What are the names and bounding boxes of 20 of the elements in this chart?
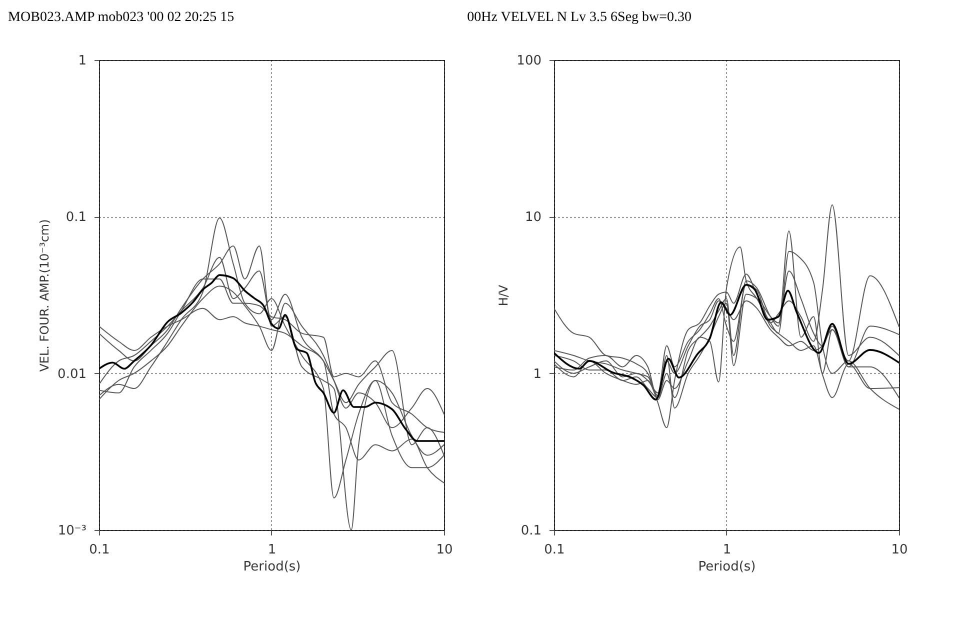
chart-title: MOB023.AMP mob023 '00 02 20:25 15	[8, 10, 234, 25]
y-tick-label: 1	[78, 54, 86, 68]
x-tick-label: 10	[436, 542, 453, 558]
y-tick-label: 100	[516, 54, 542, 68]
y-tick-label: 0.01	[58, 366, 86, 382]
x-axis-title: Period(s)	[243, 560, 301, 574]
x-tick-label: 0.1	[89, 542, 110, 558]
x-tick-label: 1	[268, 542, 276, 558]
y-tick-label: 10	[524, 210, 542, 226]
y-tick-label: 10⁻³	[58, 524, 86, 538]
x-axis-title: Period(s)	[698, 560, 756, 574]
y-axis-title: VEL. FOUR. AMP.(10⁻³cm)	[38, 219, 52, 372]
chart-title: 00Hz VELVEL N Lv 3.5 6Seg bw=0.30	[467, 10, 692, 25]
y-axis-title: H/V	[496, 284, 511, 306]
y-tick-label: 1	[533, 366, 542, 382]
x-tick-label: 0.1	[544, 542, 565, 558]
y-tick-label: 0.1	[66, 210, 86, 226]
x-tick-label: 10	[891, 542, 908, 558]
x-tick-label: 1	[722, 542, 732, 558]
y-tick-label: 0.1	[520, 524, 542, 538]
